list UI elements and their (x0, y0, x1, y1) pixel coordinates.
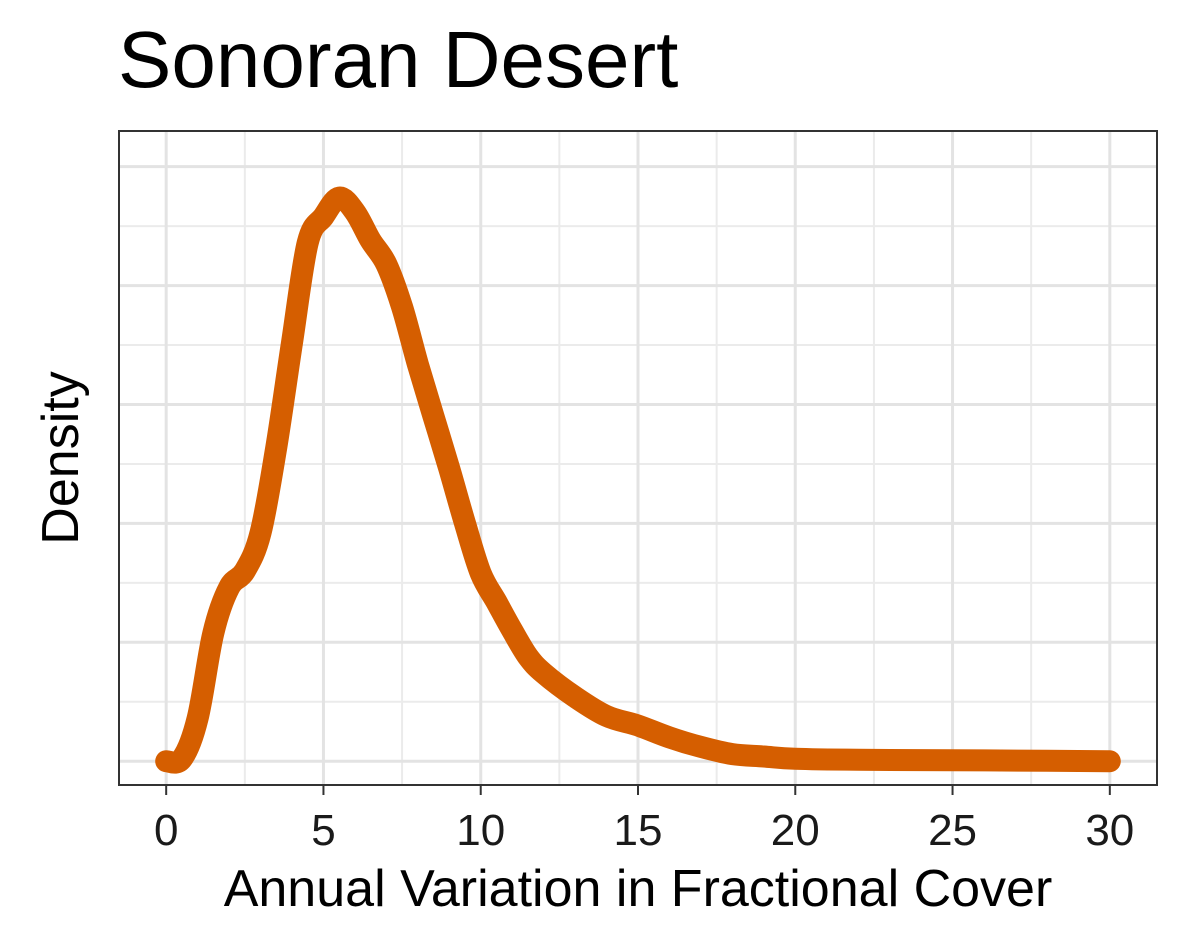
x-axis-tick-labels: 0 5 10 15 20 25 30 (154, 806, 1134, 855)
data-layer (155, 186, 1121, 774)
y-axis-title: Density (32, 371, 90, 544)
grid-major-lines (119, 131, 1157, 785)
chart-title: Sonoran Desert (118, 15, 678, 104)
x-tick-label: 25 (928, 806, 977, 855)
x-axis-title: Annual Variation in Fractional Cover (224, 860, 1053, 918)
x-tick-label: 5 (311, 806, 335, 855)
x-tick-label: 0 (154, 806, 178, 855)
density-curve (155, 186, 1121, 774)
x-tick-label: 30 (1085, 806, 1134, 855)
x-tick-label: 15 (614, 806, 663, 855)
x-tick-label: 10 (456, 806, 505, 855)
x-axis-ticks (165, 785, 1111, 795)
x-tick-label: 20 (771, 806, 820, 855)
